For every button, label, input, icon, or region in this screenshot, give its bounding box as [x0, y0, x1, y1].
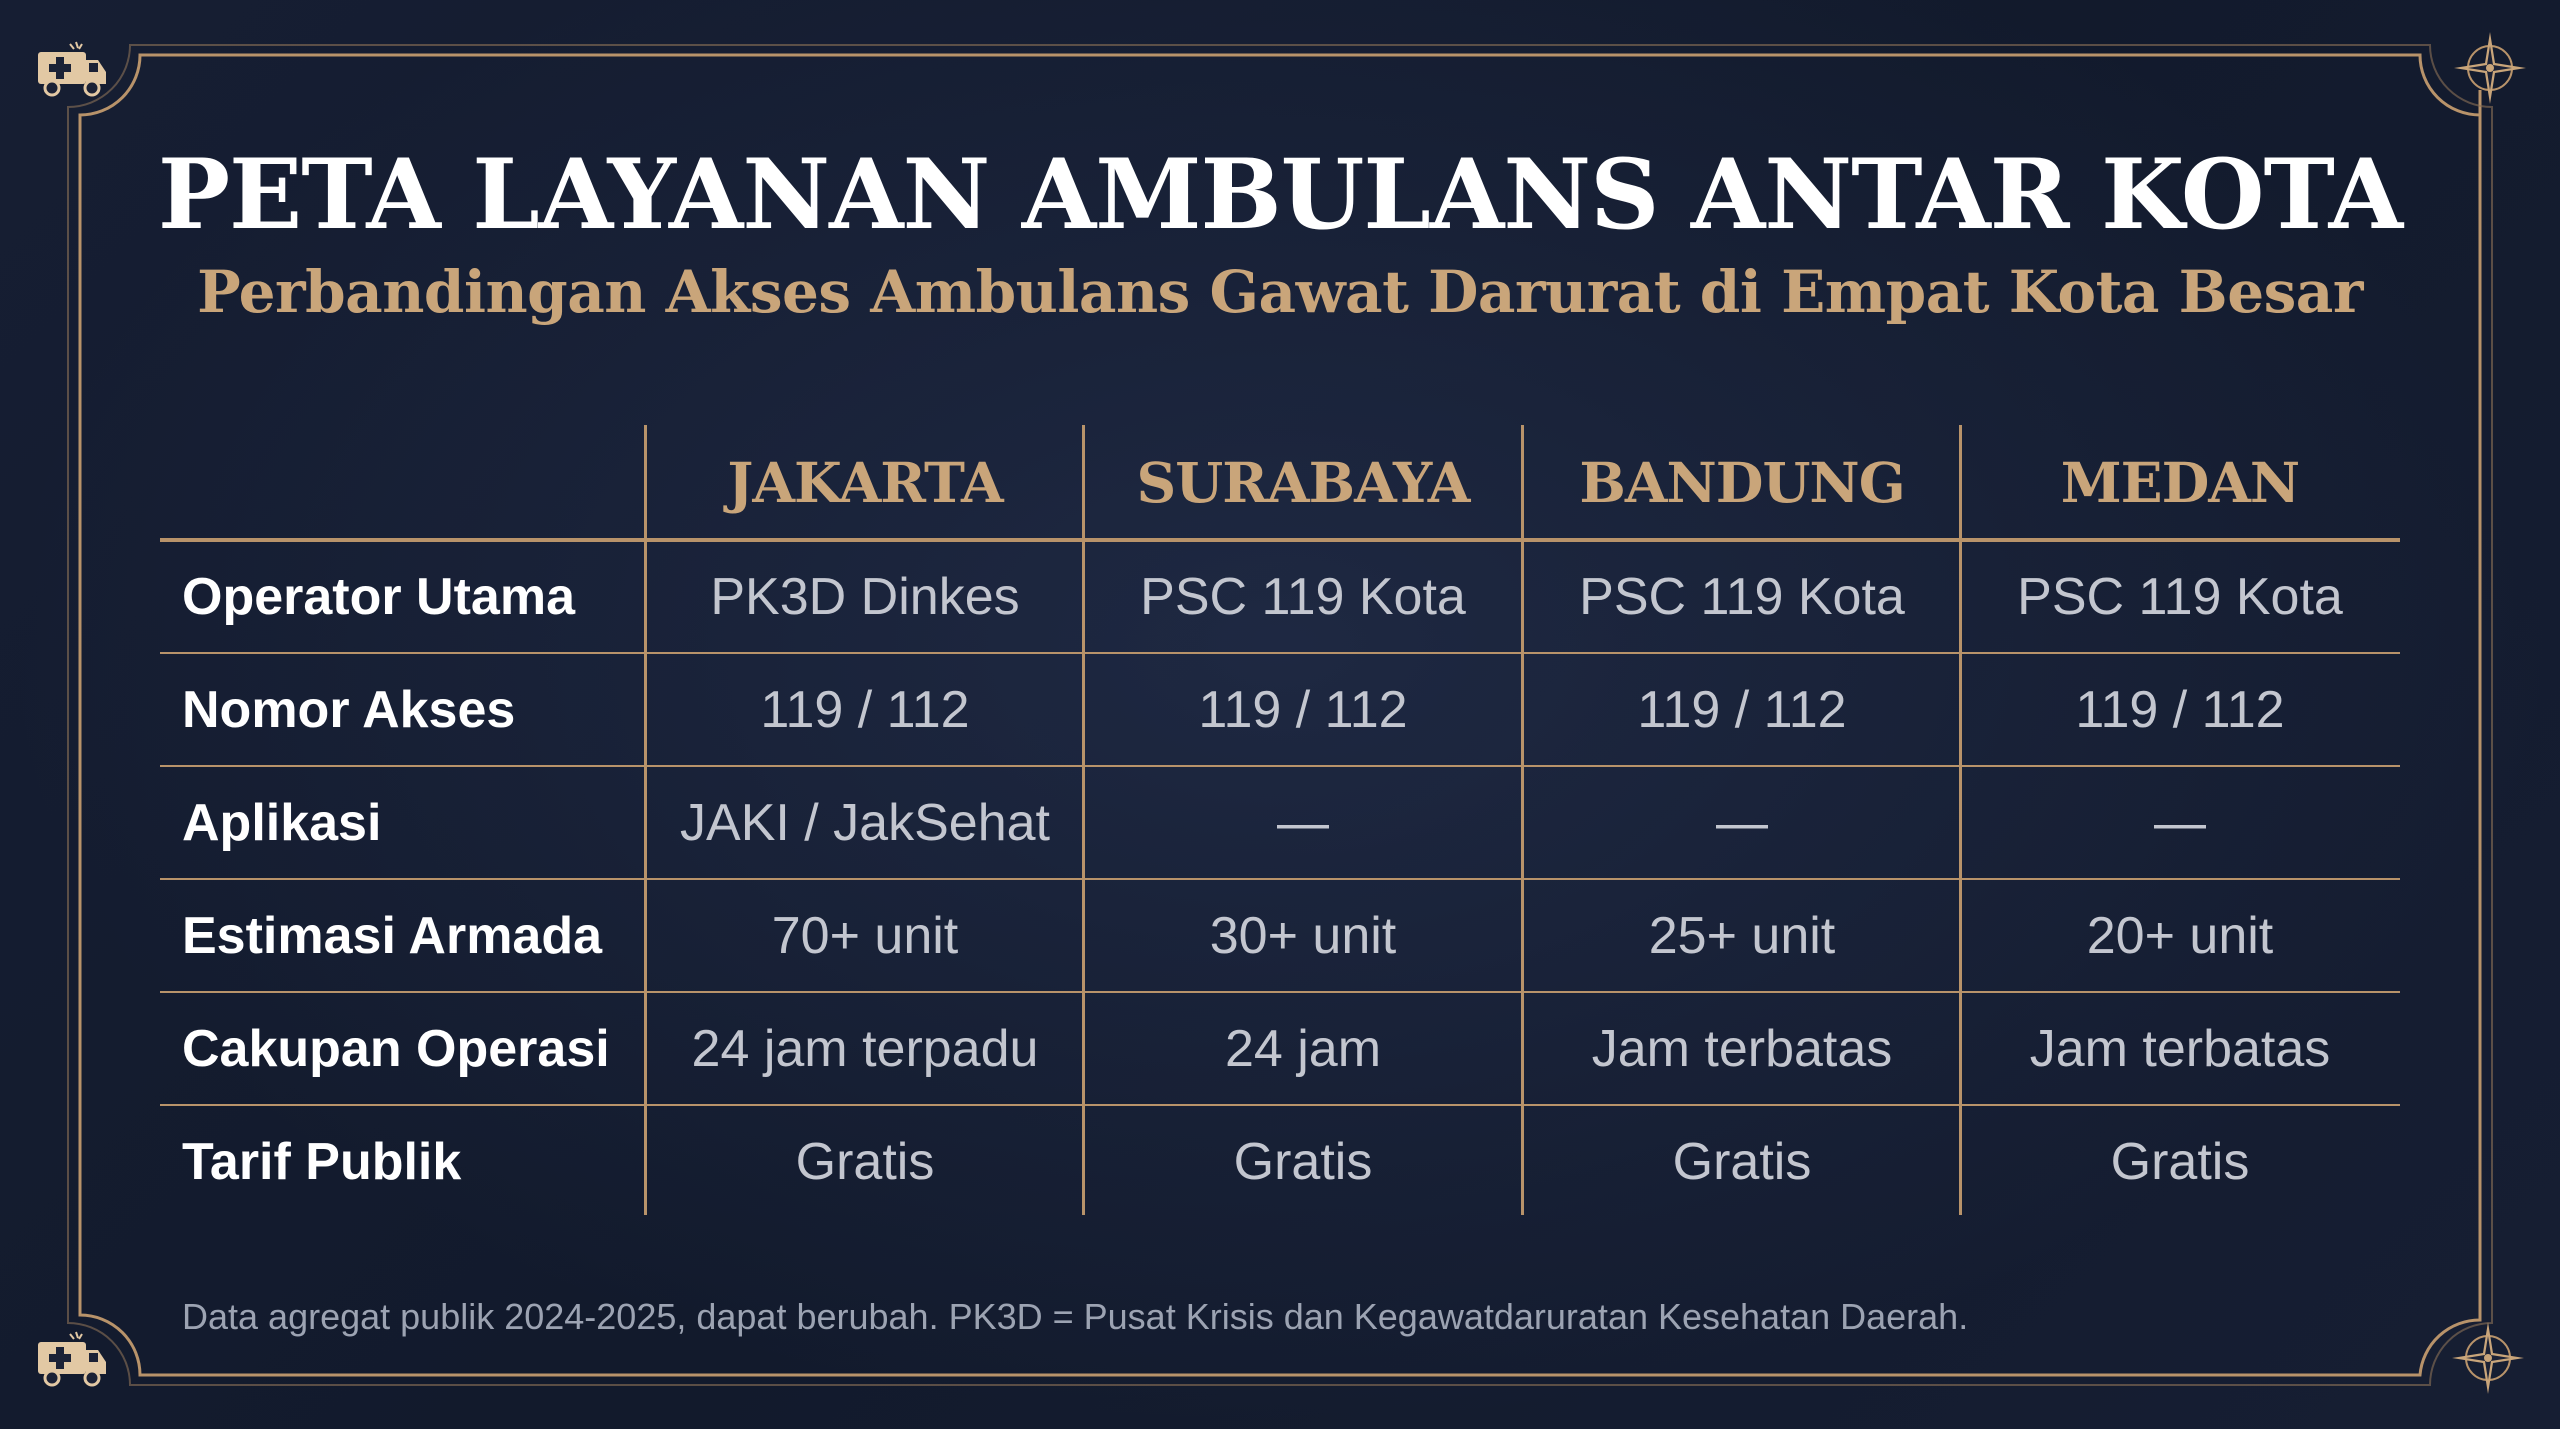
table-cell: PSC 119 Kota	[2017, 567, 2343, 626]
page-subtitle: Perbandingan Akses Ambulans Gawat Darura…	[197, 258, 2363, 326]
page-title: PETA LAYANAN AMBULANS ANTAR KOTA	[157, 138, 2403, 251]
table-cell: PSC 119 Kota	[1140, 567, 1466, 626]
ambulance-icon	[38, 41, 106, 97]
column-header-medan: MEDAN	[2060, 450, 2300, 515]
column-divider	[644, 425, 647, 1215]
table-cell: PSC 119 Kota	[1579, 567, 1905, 626]
table-cell: —	[1716, 793, 1768, 852]
row-label-estimasi-armada: Estimasi Armada	[182, 906, 603, 965]
ambulance-icon	[38, 1331, 106, 1387]
table-cell: 20+ unit	[2086, 906, 2274, 965]
row-label-nomor-akses: Nomor Akses	[182, 680, 516, 739]
table-cell: 119 / 112	[760, 680, 970, 739]
table-cell: 30+ unit	[1209, 906, 1397, 965]
table-cell: Gratis	[1233, 1132, 1373, 1191]
header-divider	[160, 538, 2400, 542]
table-cell: 25+ unit	[1648, 906, 1836, 965]
table-cell: Gratis	[1672, 1132, 1812, 1191]
column-header-bandung: BANDUNG	[1579, 450, 1905, 515]
table-cell: 24 jam	[1224, 1019, 1382, 1078]
table-cell: 119 / 112	[2075, 680, 2285, 739]
row-divider	[160, 878, 2400, 880]
column-header-surabaya: SURABAYA	[1136, 450, 1471, 515]
row-label-aplikasi: Aplikasi	[182, 793, 382, 852]
column-divider	[1959, 425, 1962, 1215]
row-divider	[160, 765, 2400, 767]
row-divider	[160, 652, 2400, 654]
row-divider	[160, 1104, 2400, 1106]
table-cell: JAKI / JakSehat	[680, 793, 1050, 852]
table-cell: Gratis	[795, 1132, 935, 1191]
row-label-operator: Operator Utama	[182, 567, 575, 626]
column-header-jakarta: JAKARTA	[727, 450, 1003, 515]
table-cell: —	[2154, 793, 2206, 852]
table-cell: Jam terbatas	[1591, 1019, 1893, 1078]
table-cell: —	[1277, 793, 1329, 852]
table-cell: 24 jam terpadu	[691, 1019, 1039, 1078]
table-cell: Jam terbatas	[2029, 1019, 2331, 1078]
comparison-table: JAKARTA SURABAYA BANDUNG MEDAN Operator …	[160, 425, 2400, 1215]
column-divider	[1521, 425, 1524, 1215]
column-divider	[1082, 425, 1085, 1215]
table-cell: PK3D Dinkes	[710, 567, 1020, 626]
table-cell: 119 / 112	[1637, 680, 1847, 739]
row-label-cakupan-operasi: Cakupan Operasi	[182, 1019, 610, 1078]
table-cell: 70+ unit	[771, 906, 959, 965]
table-cell: 119 / 112	[1198, 680, 1408, 739]
compass-rose-icon	[2452, 1322, 2524, 1394]
table-cell: Gratis	[2110, 1132, 2250, 1191]
row-divider	[160, 991, 2400, 993]
row-label-tarif-publik: Tarif Publik	[182, 1132, 462, 1191]
compass-rose-icon	[2454, 32, 2526, 104]
footnote: Data agregat publik 2024-2025, dapat ber…	[182, 1296, 1969, 1337]
